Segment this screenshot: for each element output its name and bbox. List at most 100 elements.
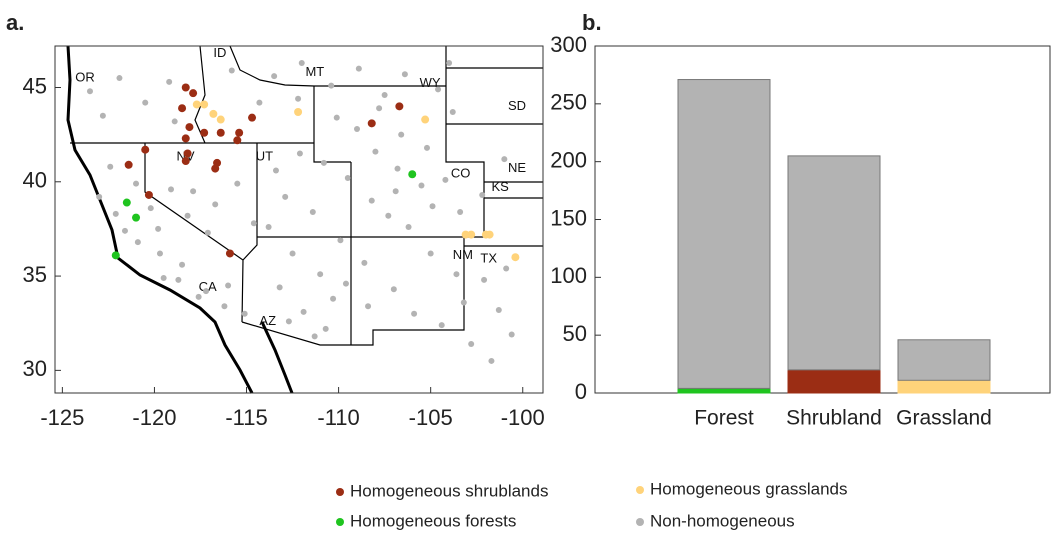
site-point xyxy=(111,251,120,260)
site-point xyxy=(132,213,141,222)
site-point xyxy=(285,318,292,325)
site-point xyxy=(423,144,430,151)
panel-label: a. xyxy=(6,10,24,35)
site-point xyxy=(181,157,190,166)
site-point xyxy=(225,249,234,258)
site-point xyxy=(185,123,194,132)
site-point xyxy=(190,188,197,195)
y-tick-label: 30 xyxy=(23,356,47,381)
site-point xyxy=(361,259,368,266)
site-point xyxy=(385,212,392,219)
site-point xyxy=(228,67,235,74)
site-point xyxy=(320,159,327,166)
site-point xyxy=(429,203,436,210)
site-point xyxy=(501,156,508,163)
state-label: WY xyxy=(420,75,441,90)
site-point xyxy=(354,125,361,132)
site-point xyxy=(511,253,520,262)
state-label: CO xyxy=(451,166,471,181)
site-point xyxy=(295,95,302,102)
site-point xyxy=(107,163,114,170)
bar-segment xyxy=(787,369,881,394)
site-point xyxy=(200,128,209,137)
site-point xyxy=(141,145,150,154)
site-point xyxy=(112,210,119,217)
site-point xyxy=(468,340,475,347)
site-point xyxy=(328,82,335,89)
site-point xyxy=(342,280,349,287)
legend-label: Homogeneous forests xyxy=(350,511,516,530)
site-point xyxy=(181,134,190,143)
site-point xyxy=(485,230,494,239)
site-point xyxy=(216,128,225,137)
site-point xyxy=(124,160,133,169)
y-tick-label: 35 xyxy=(23,262,47,287)
site-point xyxy=(184,212,191,219)
site-point xyxy=(166,78,173,85)
site-point xyxy=(265,224,272,231)
site-point xyxy=(481,276,488,283)
state-label: TX xyxy=(480,251,497,266)
site-point xyxy=(405,224,412,231)
site-point xyxy=(192,100,201,109)
site-point xyxy=(96,193,103,200)
site-point xyxy=(401,71,408,78)
y-tick-label: 250 xyxy=(550,90,587,115)
site-point xyxy=(508,331,515,338)
site-point xyxy=(442,176,449,183)
site-point xyxy=(179,261,186,268)
state-label: OR xyxy=(75,69,95,84)
legend-label: Homogeneous grasslands xyxy=(650,479,848,498)
site-point xyxy=(221,303,228,310)
site-point xyxy=(372,148,379,155)
state-label: NE xyxy=(508,160,526,175)
site-point xyxy=(276,284,283,291)
site-point xyxy=(300,308,307,315)
site-point xyxy=(234,180,241,187)
y-tick-label: 150 xyxy=(550,205,587,230)
site-point xyxy=(209,109,218,118)
site-point xyxy=(178,104,187,113)
site-point xyxy=(457,208,464,215)
legend-marker xyxy=(336,488,344,496)
state-label: KS xyxy=(491,179,509,194)
site-point xyxy=(189,89,198,98)
site-point xyxy=(381,92,388,99)
site-point xyxy=(235,128,244,137)
x-tick-label: -120 xyxy=(132,405,176,430)
y-tick-label: 100 xyxy=(550,263,587,288)
site-point xyxy=(171,118,178,125)
site-point xyxy=(446,59,453,66)
site-point xyxy=(133,180,140,187)
site-point xyxy=(248,113,257,122)
y-tick-label: 200 xyxy=(550,147,587,172)
y-tick-label: 40 xyxy=(23,168,47,193)
site-point xyxy=(408,170,417,179)
site-point xyxy=(160,274,167,281)
site-point xyxy=(398,131,405,138)
y-tick-label: 45 xyxy=(23,73,47,98)
site-point xyxy=(216,115,225,124)
state-label: SD xyxy=(508,98,526,113)
legend-marker xyxy=(336,518,344,526)
site-point xyxy=(183,149,192,158)
bar-segment xyxy=(897,379,991,394)
site-point xyxy=(203,288,210,295)
site-point xyxy=(294,108,303,117)
site-point xyxy=(212,201,219,208)
site-point xyxy=(211,164,220,173)
site-point xyxy=(460,299,467,306)
site-point xyxy=(134,239,141,246)
state-label: AZ xyxy=(259,313,276,328)
site-point xyxy=(333,114,340,121)
site-point xyxy=(421,115,430,124)
site-point xyxy=(488,357,495,364)
site-point xyxy=(121,227,128,234)
map-frame xyxy=(54,45,544,394)
site-point xyxy=(344,175,351,182)
x-tick-label: -110 xyxy=(317,405,359,430)
site-point xyxy=(390,286,397,293)
site-point xyxy=(147,205,154,212)
site-point xyxy=(200,100,209,109)
